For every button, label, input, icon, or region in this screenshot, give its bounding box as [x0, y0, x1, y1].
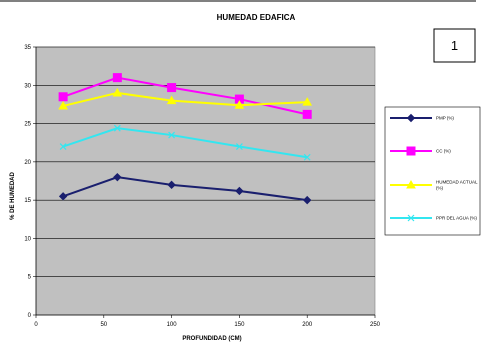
y-tick-label: 0	[28, 313, 32, 319]
data-point	[302, 97, 313, 106]
data-point	[235, 186, 244, 196]
series-lines	[58, 73, 313, 205]
y-tick-labels: 0 5 10 15 20 25 30 35	[24, 45, 36, 319]
y-axis-label: % DE HUMEDAD	[10, 172, 16, 220]
data-point	[235, 143, 243, 150]
figure-number: 1	[451, 38, 458, 53]
y-tick-label: 10	[24, 236, 31, 242]
x-tick-labels: 0 50 100 150 200 250	[34, 315, 381, 328]
data-point	[302, 109, 312, 119]
legend-marker	[406, 146, 416, 156]
legend-marker	[407, 214, 415, 222]
legend-item: CC (%)	[390, 146, 451, 156]
x-tick-label: 200	[302, 322, 313, 328]
x-tick-label: 250	[370, 322, 381, 328]
y-tick-label: 5	[28, 275, 32, 281]
legend	[384, 106, 481, 236]
legend-label: HUMEDAD ACTUAL	[436, 180, 478, 185]
data-point	[167, 180, 176, 190]
data-point	[167, 83, 177, 93]
data-point	[166, 95, 177, 105]
y-tick-label: 15	[24, 198, 31, 204]
data-point	[58, 100, 68, 110]
x-axis-label: PROFUNDIDAD (CM)	[182, 336, 241, 342]
legend-marker	[406, 113, 416, 123]
series-0	[58, 172, 312, 205]
data-point	[59, 143, 67, 150]
y-tick-label: 30	[24, 83, 31, 89]
data-point	[168, 131, 176, 139]
legend-entries: PMP (%) CC (%) HUMEDAD ACTUAL(%) PPR DEL AG…	[390, 113, 478, 222]
x-tick-label: 50	[100, 322, 107, 328]
series-2	[58, 87, 313, 110]
chart-title: HUMEDAD EDAFICA	[217, 13, 296, 22]
x-tick-label: 0	[34, 322, 38, 328]
legend-item: PPR DEL AGUA (%)	[390, 214, 477, 222]
legend-item: PMP (%)	[390, 113, 454, 123]
y-tick-label: 20	[24, 160, 31, 166]
grid-lines	[35, 46, 375, 316]
data-point	[112, 87, 123, 97]
series-3	[59, 124, 311, 161]
y-tick-label: 35	[24, 45, 31, 51]
legend-label: CC (%)	[436, 149, 451, 154]
y-tick-label: 25	[24, 122, 31, 128]
data-point	[113, 172, 122, 182]
data-point	[303, 153, 311, 161]
x-tick-label: 150	[234, 322, 245, 328]
plot-area	[35, 46, 376, 316]
figure-number-box	[433, 28, 476, 63]
data-point	[302, 195, 312, 205]
data-point	[112, 73, 122, 83]
data-point	[58, 92, 68, 102]
data-point	[58, 192, 68, 201]
x-tick-label: 100	[167, 322, 178, 328]
data-point	[234, 100, 245, 109]
legend-label: (%)	[436, 186, 443, 191]
legend-label: PMP (%)	[436, 116, 454, 121]
data-point	[113, 124, 121, 132]
legend-marker	[406, 179, 416, 189]
legend-label: PPR DEL AGUA (%)	[436, 216, 477, 221]
legend-item: HUMEDAD ACTUAL(%)	[390, 180, 478, 191]
